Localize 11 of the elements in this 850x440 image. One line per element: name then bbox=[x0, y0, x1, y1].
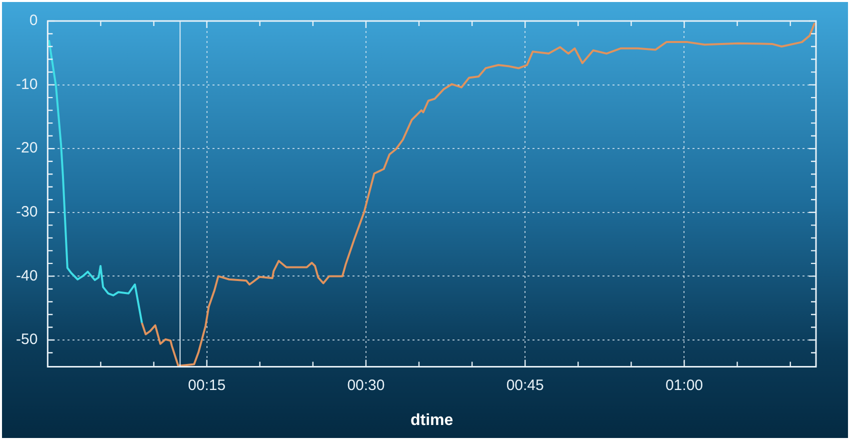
y-tick-label: -30 bbox=[16, 204, 38, 221]
x-tick-label: 00:15 bbox=[188, 376, 226, 394]
y-tick-label: -40 bbox=[16, 267, 38, 284]
y-tick-label: -20 bbox=[16, 140, 38, 157]
y-tick-label: -10 bbox=[16, 76, 38, 93]
x-axis-title: dtime bbox=[410, 412, 454, 429]
x-tick-label: 00:45 bbox=[506, 376, 544, 394]
y-tick-label: -50 bbox=[16, 331, 38, 348]
y-tick-label: 0 bbox=[29, 12, 38, 30]
x-tick-label: 00:30 bbox=[347, 376, 385, 394]
x-tick-label: 01:00 bbox=[665, 376, 704, 394]
